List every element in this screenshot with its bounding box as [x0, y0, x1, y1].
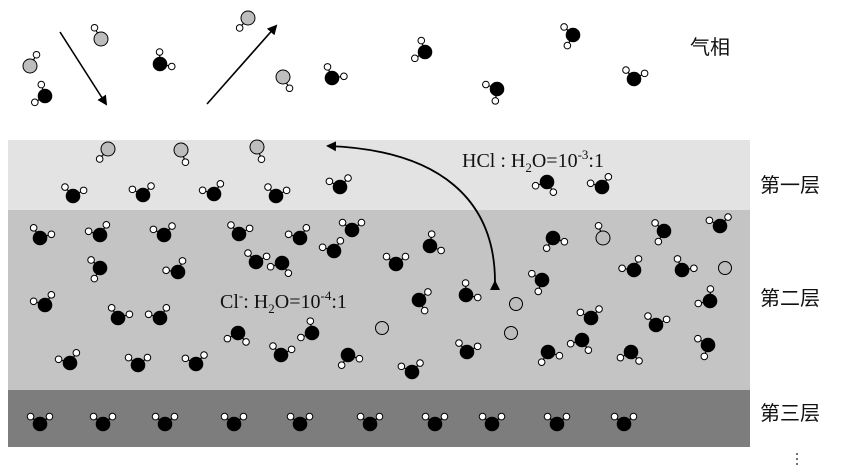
water-molecule [528, 269, 550, 296]
hcl-molecule [275, 69, 294, 93]
water-molecule [644, 312, 671, 333]
water-molecule [223, 325, 250, 346]
water-molecule [531, 174, 558, 196]
water-molecule [61, 183, 88, 204]
water-molecule [478, 412, 506, 432]
hcl-molecule [594, 221, 611, 246]
water-molecule [266, 255, 293, 277]
water-molecule [537, 344, 564, 366]
water-molecule [269, 342, 296, 363]
water-molecule [284, 224, 311, 246]
chloride-ion [504, 326, 518, 340]
water-molecule [576, 305, 603, 326]
water-molecule [26, 412, 54, 432]
water-molecule [124, 353, 152, 373]
water-molecule [622, 66, 649, 87]
gas-arrow-up [206, 24, 278, 105]
hcl-ratio: HCl : H2O=10-3:1 [462, 147, 604, 175]
gas-phase-label: 气相 [690, 35, 730, 59]
water-molecule [84, 221, 111, 243]
chloride-ion [718, 261, 732, 275]
hcl-molecule [90, 23, 109, 47]
water-molecule [610, 412, 638, 432]
water-molecule [323, 63, 348, 86]
water-molecule [694, 285, 718, 309]
chloride-ion [509, 297, 523, 311]
water-molecule [162, 257, 187, 280]
water-molecule [586, 173, 613, 195]
continuation-dots [796, 453, 798, 465]
water-molecule [181, 351, 208, 372]
layer3-label: 第三层 [760, 401, 820, 425]
layer2-label: 第二层 [760, 286, 820, 310]
water-molecule [618, 255, 643, 278]
water-molecule [421, 412, 449, 432]
water-molecule [31, 80, 53, 107]
water-molecule [220, 412, 248, 432]
water-molecule [356, 412, 384, 432]
water-molecule [482, 80, 505, 105]
water-molecule [128, 182, 155, 203]
water-molecule [29, 291, 56, 313]
exchange-arrow [326, 141, 501, 291]
water-molecule [89, 412, 117, 432]
hcl-molecule [95, 141, 116, 163]
water-molecule [198, 180, 225, 202]
hcl-molecule [22, 50, 41, 74]
water-molecule [673, 255, 698, 278]
water-molecule [411, 36, 433, 63]
water-molecule [411, 288, 432, 315]
water-molecule [616, 344, 643, 365]
water-molecule [54, 349, 81, 371]
water-molecule [144, 304, 171, 326]
water-molecule [543, 412, 571, 432]
water-molecule [264, 183, 291, 204]
layer1-label: 第一层 [760, 173, 820, 197]
water-molecule [455, 339, 482, 360]
water-molecule [560, 23, 581, 50]
water-molecule [694, 334, 716, 361]
water-molecule [29, 224, 56, 246]
water-molecule [244, 249, 271, 270]
hcl-molecule [173, 142, 190, 167]
water-molecule [297, 317, 320, 342]
cl-ratio: Cl-: H2O=10-4:1 [220, 288, 347, 316]
hcl-molecule [235, 10, 256, 32]
water-molecule [705, 213, 732, 234]
water-molecule [337, 347, 364, 369]
water-molecule [651, 219, 672, 246]
water-molecule [87, 256, 108, 283]
water-molecule [542, 230, 569, 252]
gas-arrow-down [59, 31, 108, 106]
hcl-molecule [249, 139, 266, 164]
water-molecule [149, 222, 176, 243]
chloride-ion [375, 321, 389, 335]
water-molecule [227, 221, 254, 242]
layer1-band [8, 140, 750, 210]
water-molecule [286, 412, 314, 432]
water-molecule [152, 48, 176, 72]
water-molecule [151, 412, 179, 432]
water-molecule [107, 304, 134, 326]
water-molecule [566, 332, 593, 354]
water-molecule [397, 359, 424, 380]
